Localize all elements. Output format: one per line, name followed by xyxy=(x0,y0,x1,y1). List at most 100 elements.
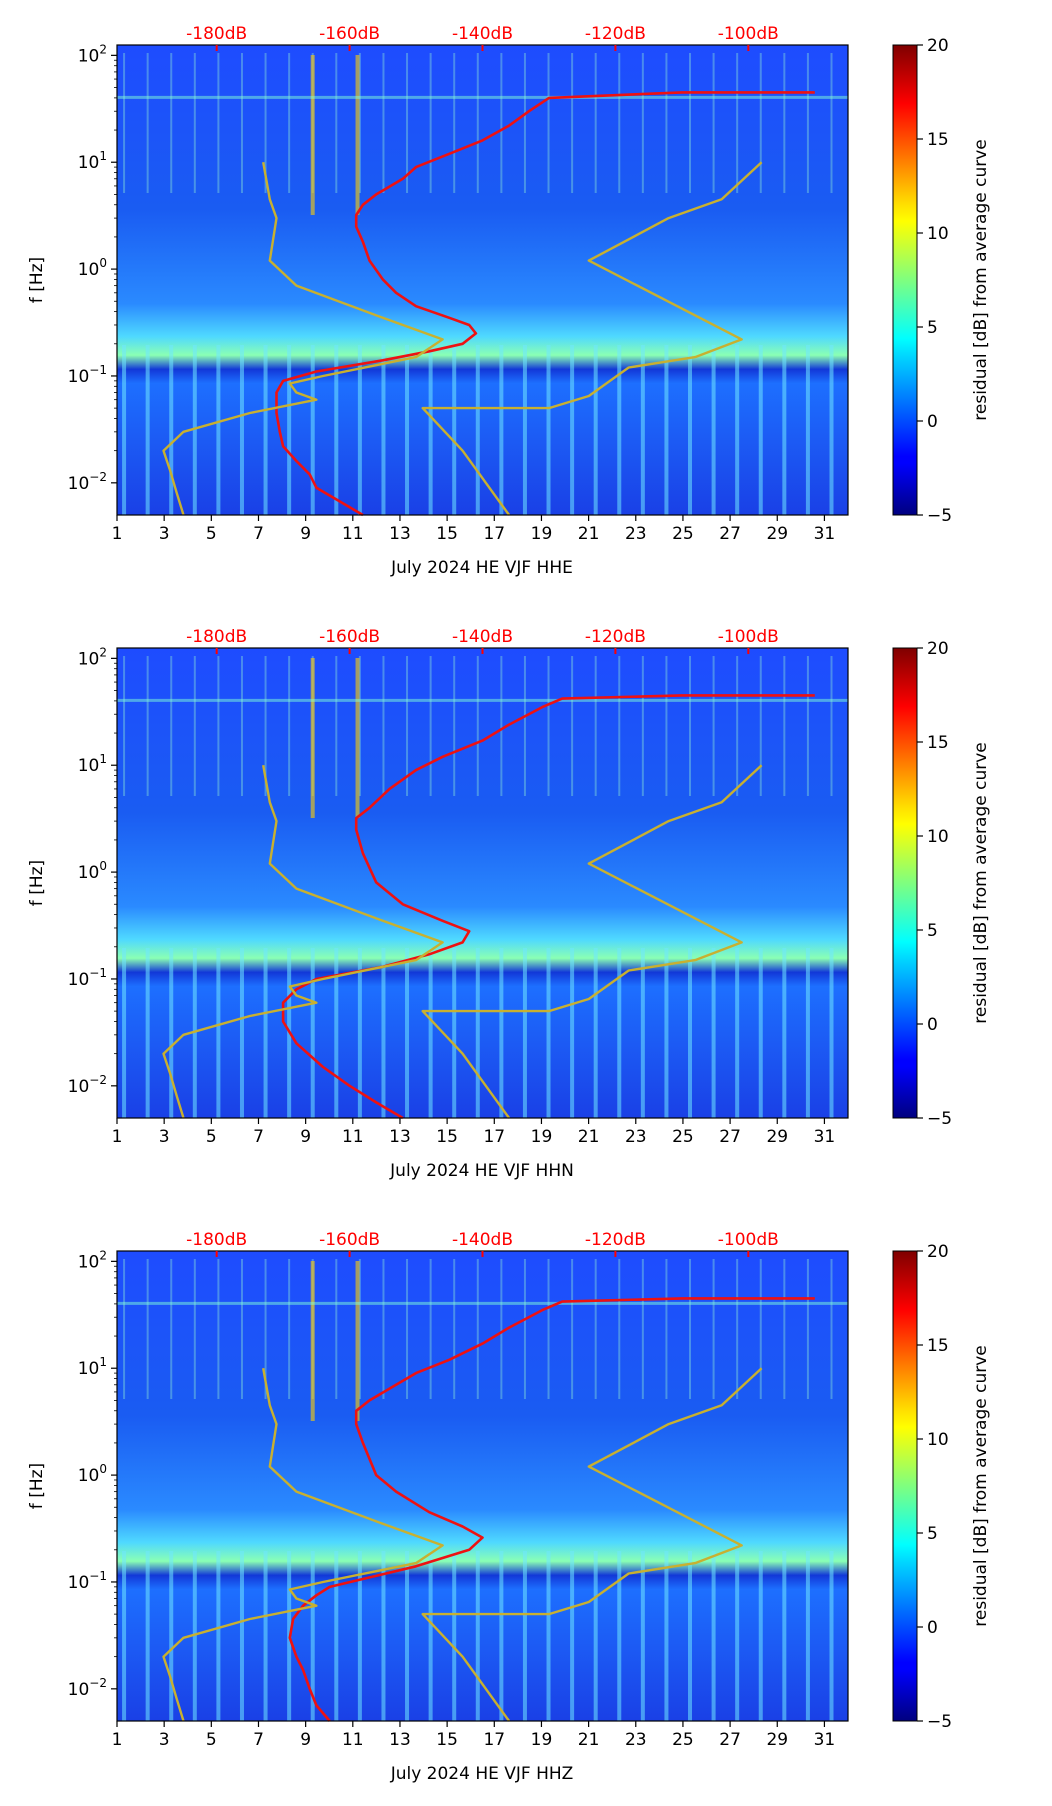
hum-band xyxy=(117,95,848,99)
activity-stripe xyxy=(688,1551,693,1721)
activity-stripe xyxy=(618,1259,621,1399)
x-tick-label: 9 xyxy=(300,524,311,544)
colorbar-tick-label: 10 xyxy=(927,827,949,847)
spectrogram-area xyxy=(117,45,848,515)
colorbar-tick-label: 0 xyxy=(927,1618,938,1638)
activity-stripe xyxy=(264,1259,267,1399)
activity-stripe xyxy=(783,1259,786,1399)
activity-stripe xyxy=(758,1551,763,1721)
activity-stripe xyxy=(240,656,243,796)
top-tick-label: -120dB xyxy=(585,1230,646,1250)
y-tick-label: 101 xyxy=(78,149,107,173)
x-tick-label: 19 xyxy=(531,1127,553,1147)
activity-stripe xyxy=(382,53,385,193)
top-tick-label: -180dB xyxy=(186,24,247,44)
colorbar xyxy=(892,1250,918,1722)
spectrogram-stripes xyxy=(117,53,848,515)
top-tick-label: -140dB xyxy=(452,627,513,647)
x-tick-label: 11 xyxy=(342,524,364,544)
activity-stripe xyxy=(216,345,221,515)
activity-stripe xyxy=(452,345,457,515)
series-line-2 xyxy=(421,764,763,1119)
spectrogram-area xyxy=(117,648,848,1118)
x-tick-label: 29 xyxy=(766,1127,788,1147)
activity-stripe xyxy=(381,1551,386,1721)
activity-stripe xyxy=(193,656,196,796)
top-tick-label: -120dB xyxy=(585,627,646,647)
colorbar-ticks: −5 0 5 10 15 20 xyxy=(917,1242,952,1732)
activity-stripe xyxy=(806,53,809,193)
activity-stripe xyxy=(145,948,150,1118)
activity-stripe xyxy=(782,948,787,1118)
activity-stripe xyxy=(523,53,526,193)
y-tick-label: 102 xyxy=(78,1248,107,1272)
y-tick-label: 10−2 xyxy=(68,1073,107,1097)
activity-stripe xyxy=(406,656,409,796)
activity-stripe xyxy=(335,1259,338,1399)
top-tick-label: -160dB xyxy=(319,1230,380,1250)
activity-stripe xyxy=(782,1551,787,1721)
activity-stripe xyxy=(499,1551,504,1721)
activity-stripe xyxy=(759,656,762,796)
activity-stripe xyxy=(428,1551,433,1721)
activity-stripe xyxy=(428,948,433,1118)
x-tick-label: 13 xyxy=(389,1730,411,1750)
top-tick-label: -140dB xyxy=(452,24,513,44)
x-tick-label: 5 xyxy=(206,524,217,544)
activity-stripe xyxy=(357,345,362,515)
x-tick-label: 27 xyxy=(719,1127,741,1147)
activity-stripe xyxy=(288,1259,291,1399)
activity-stripe xyxy=(429,656,432,796)
x-tick-label: 27 xyxy=(719,524,741,544)
activity-stripe xyxy=(146,53,149,193)
activity-stripe xyxy=(571,1259,574,1399)
x-tick-label: 3 xyxy=(159,524,170,544)
colorbar-tick-label: 0 xyxy=(927,412,938,432)
activity-stripe xyxy=(758,948,763,1118)
activity-stripe xyxy=(475,1551,480,1721)
activity-stripe xyxy=(193,53,196,193)
x-axis-label: July 2024 HE VJF HHZ xyxy=(390,1764,574,1784)
series-line-0 xyxy=(288,1297,815,1722)
activity-stripe xyxy=(664,1551,669,1721)
x-tick-label: 3 xyxy=(159,1127,170,1147)
x-tick-label: 23 xyxy=(625,1127,647,1147)
hot-stripe xyxy=(355,55,360,215)
activity-stripe xyxy=(334,1551,339,1721)
activity-stripe xyxy=(641,656,644,796)
activity-stripe xyxy=(453,53,456,193)
activity-stripe xyxy=(122,1551,127,1721)
activity-stripe xyxy=(217,1259,220,1399)
activity-stripe xyxy=(735,1551,740,1721)
activity-stripe xyxy=(711,1551,716,1721)
colorbar-tick-label: 5 xyxy=(927,1524,938,1544)
activity-stripe xyxy=(123,1259,126,1399)
activity-stripe xyxy=(123,656,126,796)
psd-curves xyxy=(162,1297,815,1722)
activity-stripe xyxy=(406,1259,409,1399)
psd-curves xyxy=(162,694,815,1120)
activity-stripe xyxy=(689,1259,692,1399)
top-tick-label: -180dB xyxy=(186,627,247,647)
x-tick-label: 23 xyxy=(625,1730,647,1750)
activity-stripe xyxy=(759,53,762,193)
activity-stripe xyxy=(452,1551,457,1721)
colorbar-tick-label: −5 xyxy=(927,1109,952,1129)
hum-band xyxy=(117,698,848,702)
activity-stripe xyxy=(429,1259,432,1399)
activity-stripe xyxy=(217,53,220,193)
x-axis-label: July 2024 HE VJF HHE xyxy=(390,558,573,578)
activity-stripe xyxy=(192,345,197,515)
x-tick-label: 17 xyxy=(483,524,505,544)
activity-stripe xyxy=(357,948,362,1118)
activity-stripe xyxy=(216,948,221,1118)
colorbar-ticks: −5 0 5 10 15 20 xyxy=(917,36,952,526)
activity-stripe xyxy=(522,1551,527,1721)
colorbar-tick-label: 5 xyxy=(927,318,938,338)
activity-stripe xyxy=(429,53,432,193)
activity-stripe xyxy=(382,1259,385,1399)
activity-stripe xyxy=(688,948,693,1118)
y-tick-label: 10−2 xyxy=(68,470,107,494)
colorbar-label: residual [dB] from average curve xyxy=(971,1345,991,1626)
